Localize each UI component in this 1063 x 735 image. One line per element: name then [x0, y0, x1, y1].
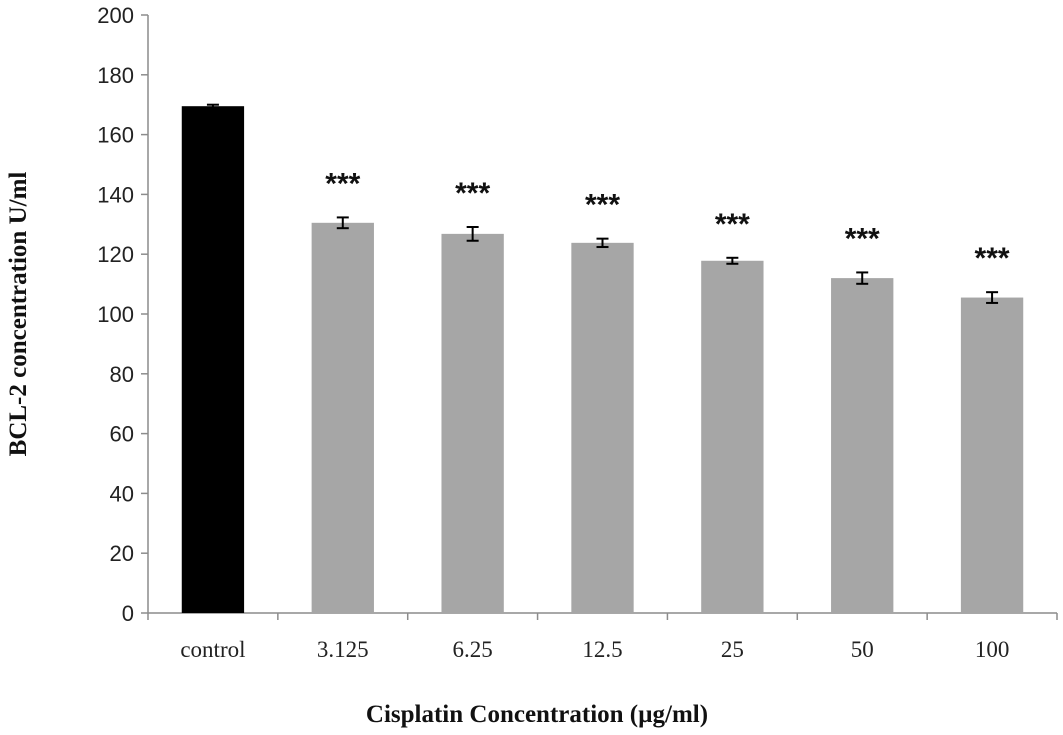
y-tick-label: 120 [97, 242, 134, 267]
y-tick-label: 140 [97, 182, 134, 207]
y-tick-label: 60 [110, 422, 134, 447]
bar [181, 106, 245, 613]
significance-label: *** [975, 242, 1010, 275]
x-tick-label: 12.5 [582, 637, 622, 662]
significance-label: *** [715, 208, 750, 241]
y-tick-label: 20 [110, 541, 134, 566]
significance-label: *** [585, 189, 620, 222]
x-tick-label: 100 [975, 637, 1010, 662]
y-tick-label: 200 [97, 3, 134, 28]
error-bars [206, 103, 999, 304]
bar [960, 297, 1024, 613]
y-axis-title: BCL-2 concentration U/ml [5, 172, 32, 457]
y-tick-label: 0 [122, 601, 134, 626]
y-tick-label: 180 [97, 63, 134, 88]
x-tick-label: 6.25 [453, 637, 493, 662]
x-axis: control 3.125 6.25 12.5 25 50 100 [147, 612, 1058, 662]
bar [571, 242, 634, 613]
y-tick-label: 160 [97, 123, 134, 148]
x-tick-label: 3.125 [317, 637, 369, 662]
x-axis-title: Cisplatin Concentration (µg/ml) [366, 701, 708, 728]
significance-label: *** [455, 177, 490, 210]
x-tick-label: control [180, 637, 245, 662]
bars [181, 106, 1024, 614]
bar [311, 222, 374, 613]
bar [441, 233, 504, 614]
bar [701, 260, 764, 613]
x-tick-label: 50 [851, 637, 874, 662]
significance-label: *** [845, 222, 880, 255]
y-tick-label: 100 [97, 302, 134, 327]
significance-label: *** [325, 167, 360, 200]
bar [831, 278, 894, 613]
y-axis: 0 20 40 60 80 100 120 140 160 180 200 [97, 3, 149, 626]
x-tick-label: 25 [721, 637, 744, 662]
y-tick-label: 40 [110, 481, 134, 506]
y-tick-label: 80 [110, 362, 134, 387]
significance-annotations: *** *** *** *** *** *** [325, 167, 1010, 275]
